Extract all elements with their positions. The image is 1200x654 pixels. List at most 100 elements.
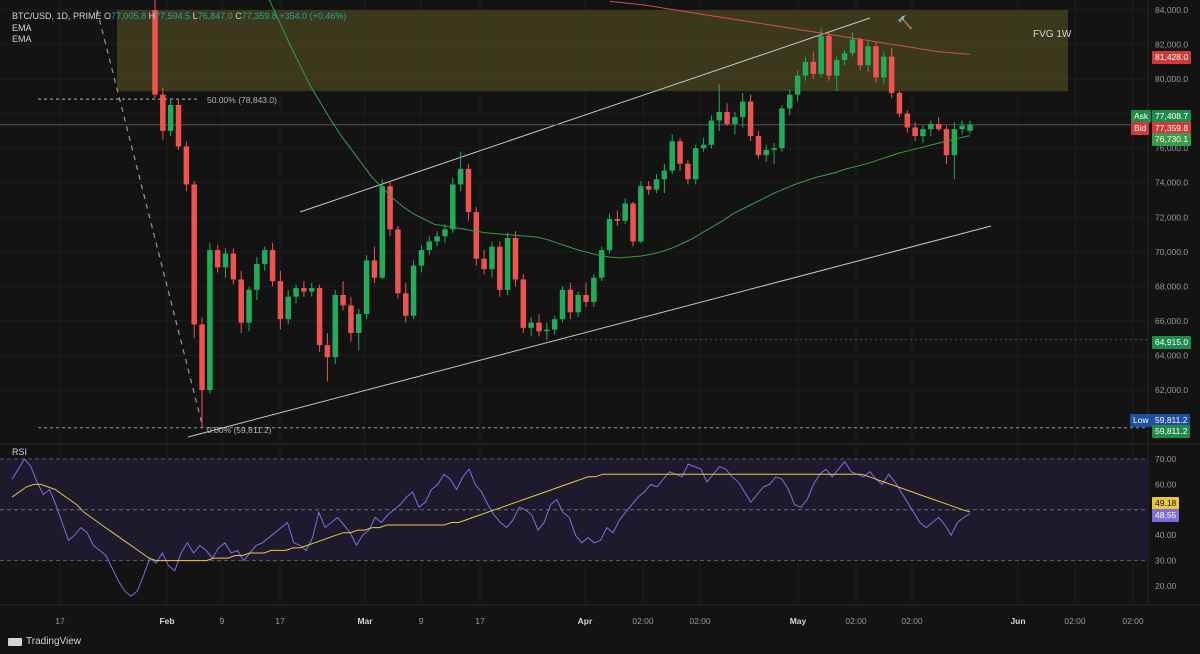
candle-body — [935, 124, 942, 130]
candle-body — [285, 296, 291, 320]
candle-body — [238, 279, 244, 323]
time-tick-label: 02:00 — [1122, 616, 1144, 626]
candle-body — [207, 250, 213, 390]
candle-body — [873, 46, 879, 78]
ema-slow-line — [609, 0, 971, 55]
candle-body — [520, 279, 527, 328]
open-label: O — [104, 11, 112, 21]
candle-body — [959, 125, 965, 130]
time-tick-label: 17 — [275, 616, 285, 626]
candle-body — [442, 229, 448, 237]
candle-body — [622, 203, 628, 221]
candle-body — [340, 295, 346, 306]
price-tick-label: 66,000.0 — [1155, 316, 1188, 326]
candle-body — [293, 288, 299, 297]
fib-diagonal — [96, 9, 204, 428]
candle-body — [700, 144, 707, 149]
candle-body — [465, 168, 472, 213]
candle-body — [316, 288, 323, 346]
candle-body — [614, 219, 621, 221]
candle-body — [152, 10, 158, 95]
candle-body — [371, 260, 378, 278]
ema-slow-legend[interactable]: EMA — [12, 34, 32, 44]
candle-body — [222, 253, 229, 268]
candle-body — [418, 250, 425, 266]
candle-body — [473, 212, 480, 259]
candle-body — [395, 229, 401, 294]
price-tick-label: 62,000.0 — [1155, 385, 1188, 395]
candle-body — [685, 163, 691, 180]
tradingview-logo[interactable]: TradingView — [8, 636, 81, 647]
candle-body — [246, 289, 252, 323]
fib-0-label: 0.00% (59,811.2) — [207, 425, 272, 435]
rsi-title[interactable]: RSI — [12, 447, 28, 457]
candle-body — [191, 184, 197, 325]
candle-body — [497, 246, 503, 290]
candle-body — [348, 305, 354, 333]
candle-body — [528, 322, 534, 328]
low-label: L — [192, 11, 198, 21]
time-tick-label: 9 — [220, 616, 225, 626]
candle-body — [583, 295, 589, 302]
time-tick-label: 02:00 — [632, 616, 654, 626]
candle-body — [481, 258, 487, 270]
candle-body — [356, 314, 362, 333]
candle-body — [669, 141, 675, 171]
candle-body — [230, 253, 237, 280]
candle-body — [450, 184, 456, 230]
candle-body — [943, 129, 950, 156]
candle-body — [630, 203, 636, 242]
candle-body — [653, 179, 660, 190]
candle-body — [708, 120, 715, 145]
hammer-icon[interactable]: 🔨 — [897, 15, 914, 30]
time-tick-label: 9 — [419, 616, 424, 626]
candle-body — [591, 277, 597, 302]
fib-50-label: 50.00% (78,843.0) — [207, 95, 277, 105]
ema-fast-line — [268, 0, 971, 259]
candle-body — [912, 127, 918, 137]
candle-body — [779, 108, 785, 149]
time-tick-label: 02:00 — [845, 616, 867, 626]
candle-body — [763, 149, 769, 156]
candle-body — [920, 129, 926, 137]
candle-body — [363, 260, 370, 314]
candle-body — [834, 60, 840, 76]
candle-body — [175, 105, 182, 147]
price-tick-label: 80,000.0 — [1155, 74, 1188, 84]
rsi-tick-label: 20.00 — [1155, 581, 1177, 591]
fvg-zone — [117, 10, 1068, 92]
ema-slow-tag: 81,428.0 — [1152, 51, 1192, 64]
candle-body — [160, 94, 166, 131]
candle-body — [787, 94, 793, 109]
change-value: +354.0 (+0.46%) — [279, 11, 347, 21]
time-tick-label: Feb — [159, 616, 174, 626]
price-tick-label: 68,000.0 — [1155, 281, 1188, 291]
candle-body — [841, 53, 848, 61]
candle-body — [638, 186, 644, 242]
rsi-tick-label: 70.00 — [1155, 454, 1177, 464]
candle-body — [904, 113, 911, 128]
high-value: 77,594.5 — [155, 11, 191, 21]
candle-body — [567, 289, 574, 313]
price-tick-label: 82,000.0 — [1155, 40, 1188, 50]
candle-body — [716, 111, 722, 121]
time-tick-label: 02:00 — [1064, 616, 1086, 626]
rsi-tick-label: 60.00 — [1155, 479, 1177, 489]
rsi-tick-label: 30.00 — [1155, 556, 1177, 566]
candle-body — [677, 141, 683, 164]
time-tick-label: 02:00 — [901, 616, 923, 626]
fvg-label: FVG 1W — [1033, 29, 1072, 40]
candle-body — [559, 289, 566, 320]
candle-body — [261, 250, 268, 264]
candle-body — [755, 136, 762, 156]
ema-fast-legend[interactable]: EMA — [12, 23, 32, 33]
candle-body — [324, 345, 331, 358]
candle-body — [504, 238, 511, 290]
candle-body — [928, 124, 934, 130]
candle-body — [457, 168, 464, 185]
candle-body — [332, 295, 338, 358]
candle-body — [739, 101, 746, 118]
symbol-label: BTC/USD, 1D, PRIME — [12, 11, 102, 21]
candle-body — [426, 241, 433, 251]
